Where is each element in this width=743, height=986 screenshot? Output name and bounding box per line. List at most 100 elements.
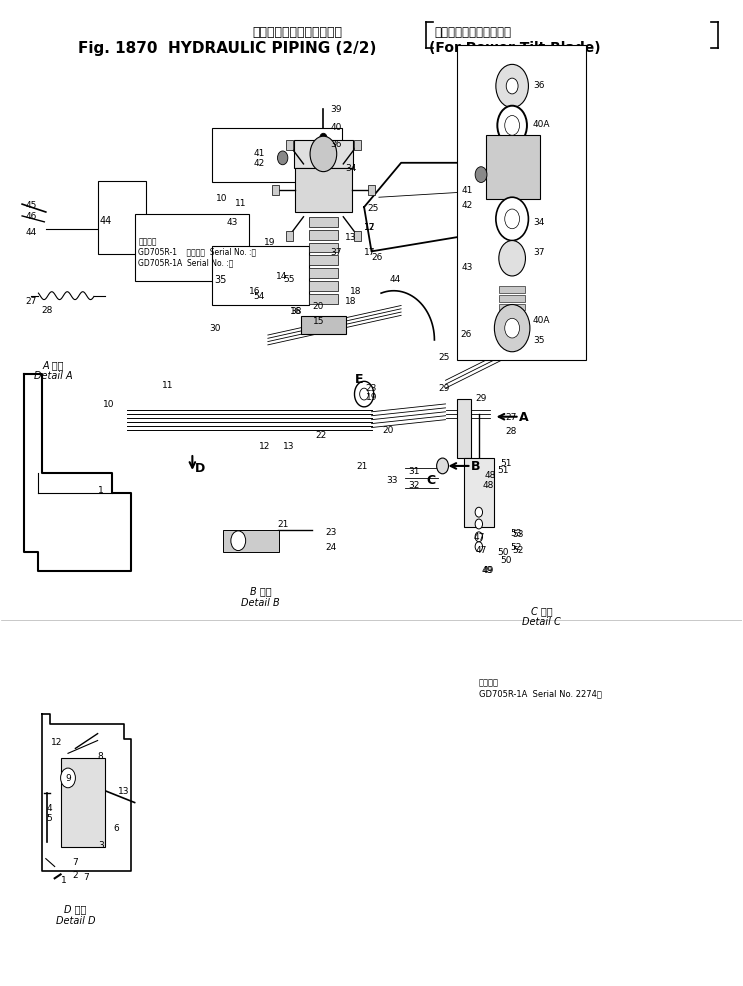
Text: 31: 31: [409, 467, 421, 476]
Text: 16: 16: [249, 287, 260, 296]
Text: 16: 16: [291, 307, 302, 316]
Bar: [457, 45, 586, 360]
Circle shape: [504, 210, 519, 230]
Text: 13: 13: [345, 233, 357, 242]
Text: 41: 41: [462, 185, 473, 194]
Text: 25: 25: [438, 353, 450, 362]
Bar: [285, 232, 293, 242]
Text: 52: 52: [510, 542, 522, 551]
Bar: [61, 758, 105, 847]
Bar: [499, 296, 525, 303]
Text: 33: 33: [386, 475, 398, 485]
Text: 28: 28: [42, 306, 53, 315]
Circle shape: [475, 532, 482, 542]
Text: 40A: 40A: [533, 316, 551, 324]
Text: 13: 13: [283, 442, 294, 451]
Text: 34: 34: [345, 164, 357, 173]
Bar: [354, 232, 361, 242]
Text: 4: 4: [47, 804, 52, 812]
Bar: [97, 181, 146, 255]
Circle shape: [506, 79, 518, 95]
Text: 51: 51: [498, 466, 509, 475]
Text: 36: 36: [533, 81, 545, 90]
Text: C 詳細
Detail C: C 詳細 Detail C: [522, 605, 561, 627]
Circle shape: [277, 152, 288, 166]
Circle shape: [497, 106, 527, 146]
Circle shape: [475, 508, 482, 518]
Text: 52: 52: [513, 545, 524, 554]
Bar: [486, 136, 539, 200]
Text: 46: 46: [25, 212, 36, 221]
Bar: [354, 141, 361, 151]
Text: E: E: [354, 373, 363, 386]
Text: 51: 51: [501, 459, 512, 468]
Bar: [499, 330, 525, 337]
Text: 20: 20: [313, 302, 324, 311]
Text: 8: 8: [97, 751, 103, 760]
Circle shape: [437, 458, 449, 474]
Text: 54: 54: [253, 292, 265, 301]
Text: 19: 19: [264, 238, 275, 246]
Bar: [499, 287, 525, 294]
Text: 40: 40: [331, 122, 342, 132]
Circle shape: [61, 768, 75, 788]
Text: 43: 43: [227, 218, 238, 227]
Text: 1: 1: [98, 485, 104, 495]
Text: B: B: [471, 459, 481, 473]
Text: ハイドロリックパイピング: ハイドロリックパイピング: [253, 26, 343, 39]
Bar: [301, 317, 345, 334]
Text: 37: 37: [533, 247, 545, 256]
Circle shape: [475, 520, 482, 529]
Bar: [457, 399, 471, 458]
Text: 53: 53: [513, 529, 524, 538]
Bar: [212, 247, 308, 307]
Text: 20: 20: [382, 426, 394, 435]
Bar: [285, 141, 293, 151]
Text: 23: 23: [366, 384, 377, 392]
Text: 38: 38: [291, 307, 302, 316]
Text: 28: 28: [505, 427, 516, 436]
Text: 17: 17: [364, 223, 376, 232]
Text: 15: 15: [313, 317, 324, 325]
Circle shape: [504, 116, 519, 136]
Text: 6: 6: [113, 822, 119, 832]
Text: 5: 5: [47, 813, 52, 822]
Bar: [308, 256, 338, 266]
Text: 10: 10: [103, 400, 114, 409]
Bar: [499, 314, 525, 319]
Circle shape: [504, 318, 519, 338]
Text: 29: 29: [476, 393, 487, 402]
Text: 23: 23: [325, 528, 337, 536]
Text: 49: 49: [483, 565, 494, 574]
Bar: [368, 186, 375, 196]
Circle shape: [499, 242, 525, 277]
Text: 47: 47: [476, 545, 487, 554]
Bar: [308, 218, 338, 228]
Text: 24: 24: [325, 542, 337, 551]
Circle shape: [475, 542, 482, 552]
Text: 7: 7: [73, 857, 78, 867]
Text: 43: 43: [462, 262, 473, 271]
Text: 45: 45: [25, 200, 36, 209]
Text: 14: 14: [276, 272, 287, 281]
Text: 9: 9: [65, 774, 71, 783]
Text: 55: 55: [283, 275, 294, 284]
Text: C: C: [426, 473, 435, 487]
Text: 27: 27: [505, 413, 516, 422]
Text: 26: 26: [461, 329, 472, 338]
Text: 39: 39: [330, 106, 342, 114]
Text: A: A: [519, 411, 529, 424]
Bar: [308, 295, 338, 305]
Text: Fig. 1870  HYDRAULIC PIPING (2/2): Fig. 1870 HYDRAULIC PIPING (2/2): [78, 40, 377, 55]
Text: 48: 48: [483, 480, 494, 490]
Circle shape: [496, 65, 528, 108]
Text: 18: 18: [345, 297, 357, 306]
Bar: [308, 282, 338, 292]
Text: 12: 12: [51, 738, 62, 746]
Circle shape: [319, 134, 327, 144]
Text: 36: 36: [330, 139, 342, 149]
Text: 49: 49: [481, 565, 493, 574]
Text: 50: 50: [498, 547, 509, 556]
Text: 44: 44: [25, 228, 36, 237]
Bar: [308, 269, 338, 279]
